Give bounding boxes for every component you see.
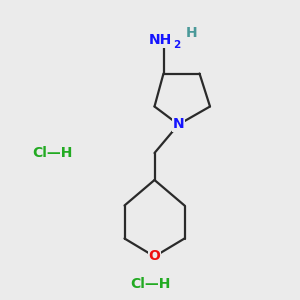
Text: Cl—H: Cl—H	[32, 146, 73, 160]
Text: H: H	[186, 26, 198, 40]
Text: O: O	[148, 250, 160, 263]
Text: NH: NH	[149, 34, 172, 47]
Text: N: N	[173, 118, 184, 131]
Text: Cl—H: Cl—H	[130, 277, 170, 290]
Text: 2: 2	[173, 40, 181, 50]
